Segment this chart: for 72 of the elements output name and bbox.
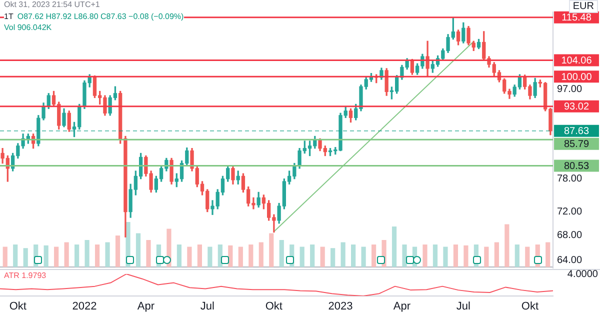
- ref-line-label: 80.53: [564, 160, 590, 172]
- ref-line-label: 100.00: [561, 72, 592, 83]
- y-tick-label: 68.00: [557, 230, 582, 242]
- y-tick-label: 97.00: [557, 84, 582, 95]
- ref-line-label: 87.63: [564, 126, 590, 138]
- bar: [330, 248, 336, 267]
- x-tick-label: 2023: [328, 300, 353, 313]
- bar: [340, 242, 346, 267]
- bar: [23, 248, 28, 267]
- bar: [371, 244, 376, 267]
- x-tick-label: Jul: [456, 300, 470, 313]
- bar: [54, 246, 59, 267]
- bar: [361, 246, 366, 267]
- bar: [351, 244, 356, 267]
- bar: [84, 240, 90, 267]
- bar: [546, 242, 550, 267]
- x-tick-label: Apr: [137, 300, 155, 313]
- bar: [197, 244, 202, 267]
- text: 4.0000: [567, 269, 598, 280]
- bar: [146, 240, 151, 267]
- bar: [422, 244, 428, 267]
- x-tick-label: Jul: [200, 300, 214, 313]
- bar: [176, 244, 182, 267]
- ref-line-label: 85.79: [564, 139, 590, 150]
- bar: [310, 244, 315, 267]
- bar: [74, 244, 80, 267]
- y-tick-label: 78.00: [557, 174, 582, 185]
- bar: [320, 246, 325, 267]
- x-tick-label: Apr: [393, 300, 411, 313]
- x-tick-label: Okt: [265, 300, 282, 313]
- bar: [392, 226, 397, 267]
- bar: [258, 242, 264, 267]
- text: Okt 31, 2023 21:54 UTC+1: [4, 0, 100, 9]
- annotation: ATR 1.9793: [4, 271, 46, 280]
- bar: [453, 244, 458, 267]
- bar: [432, 244, 438, 267]
- y-tick-label: 64.00: [557, 254, 582, 266]
- bar: [464, 245, 468, 267]
- bar: [94, 244, 100, 267]
- y-tick-label: 72.00: [557, 206, 582, 218]
- bar: [248, 244, 254, 267]
- bar: [187, 246, 192, 267]
- bar: [64, 242, 69, 267]
- x-tick-label: Okt: [9, 300, 26, 313]
- annotation: O87.62 H87.92 L86.80 C87.63 −0.08 (−0.09%): [17, 12, 184, 21]
- bar: [13, 244, 18, 267]
- bar: [269, 233, 274, 267]
- bar: [402, 244, 407, 267]
- bar: [279, 240, 284, 267]
- ref-line-label: 104.06: [561, 55, 592, 66]
- bar: [208, 246, 212, 267]
- x-tick-label: 2022: [72, 300, 97, 313]
- ref-line-label: 93.02: [564, 102, 590, 113]
- text: EUR: [568, 0, 598, 13]
- ref-line-label: 115.48: [562, 12, 592, 24]
- bar: [443, 246, 448, 267]
- bar: [44, 245, 48, 267]
- bar: [514, 244, 520, 267]
- bar: [238, 246, 243, 267]
- chart-title: 1T: [4, 12, 14, 21]
- bar: [228, 245, 233, 267]
- bar: [504, 224, 510, 267]
- annotation: Vol 906.042K: [4, 23, 52, 32]
- bar: [300, 246, 304, 267]
- bar: [2, 246, 8, 267]
- bar: [115, 236, 120, 267]
- x-tick-label: Okt: [521, 300, 539, 313]
- bar: [105, 242, 110, 267]
- bar: [525, 246, 530, 267]
- bar: [136, 233, 141, 267]
- bar: [494, 242, 499, 267]
- bar: [484, 246, 489, 267]
